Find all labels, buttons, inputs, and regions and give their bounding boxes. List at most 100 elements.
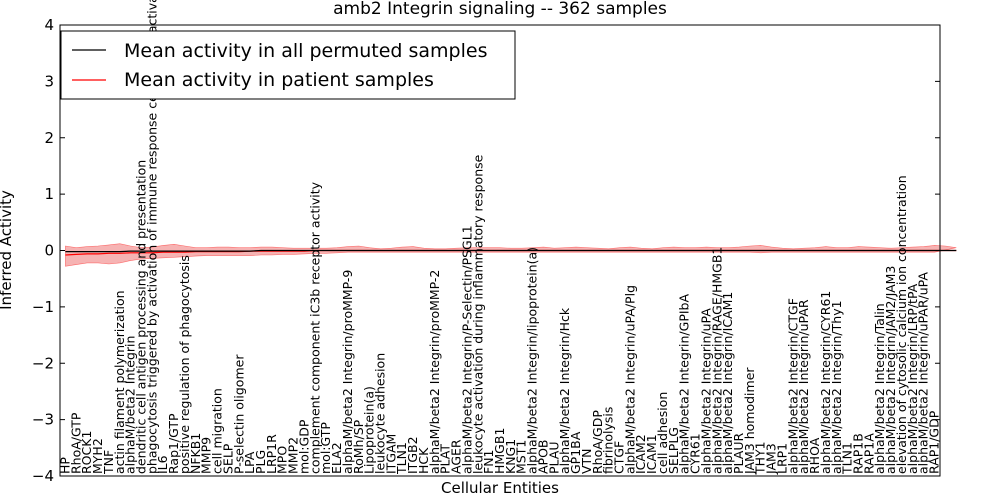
category-label: PLAT bbox=[438, 444, 453, 474]
legend-box bbox=[60, 30, 516, 100]
category-label: AGER bbox=[449, 439, 464, 474]
category-label: VTN bbox=[579, 448, 594, 474]
legend-label-patient: Mean activity in patient samples bbox=[124, 69, 434, 91]
category-label: IL6 bbox=[155, 455, 170, 474]
category-label: HP bbox=[57, 457, 72, 474]
category-label: RAP1/GDP bbox=[927, 410, 942, 474]
category-label: ROCK1 bbox=[79, 431, 94, 474]
patient-spread-band bbox=[65, 243, 957, 267]
y-tick-label: 3 bbox=[44, 72, 54, 90]
category-label: alphaM/beta2 Integrin/uPA/Plg bbox=[622, 285, 637, 474]
y-tick-label: 2 bbox=[44, 129, 54, 147]
category-label: Rap1/GTP bbox=[166, 413, 181, 474]
category-label: alphaM/beta2 Integrin/Thy1 bbox=[829, 300, 844, 474]
category-label: LPA bbox=[242, 451, 257, 474]
category-label: actin filament polymerization bbox=[112, 290, 127, 474]
category-label: alphaM/beta2 Integrin/JAM2/JAM3 bbox=[883, 266, 898, 474]
category-label: mol:GDP bbox=[296, 419, 311, 474]
category-label: SELPLG bbox=[666, 427, 681, 474]
x-axis-title: Cellular Entities bbox=[441, 479, 559, 497]
category-label: alphaM/beta2 Integrin/uPAR/uPA bbox=[916, 272, 931, 474]
category-label: alphaM/beta2 Integrin/uPAR bbox=[796, 299, 811, 474]
category-label: SELP bbox=[220, 443, 235, 474]
category-label: RhoA/GTP bbox=[68, 412, 83, 474]
category-label: alphaM/beta2 Integrin/lipoprotein(a) bbox=[525, 247, 540, 474]
category-label: PLG bbox=[253, 450, 268, 474]
category-label: RAP1A bbox=[861, 433, 876, 474]
category-label: leukocyte activation during inflammatory… bbox=[470, 154, 485, 474]
category-label: TLN1 bbox=[394, 442, 409, 475]
category-label: ITGAM bbox=[383, 434, 398, 474]
category-label: GP1BA bbox=[568, 431, 583, 474]
permuted-mean-line bbox=[65, 249, 957, 253]
category-label: positive regulation of phagocytosis bbox=[177, 255, 192, 474]
category-label: RAP1B bbox=[851, 433, 866, 474]
category-label: cell migration bbox=[210, 388, 225, 474]
category-label: CYR61 bbox=[688, 433, 703, 474]
category-label: ICAM2 bbox=[633, 434, 648, 474]
y-tick-label: −3 bbox=[32, 411, 54, 429]
category-label: RhoA/GDP bbox=[590, 410, 605, 474]
category-label: MST1 bbox=[514, 440, 529, 474]
category-label: HCK bbox=[416, 447, 431, 474]
category-label: LRP1R bbox=[264, 434, 279, 474]
category-label: APOB bbox=[536, 439, 551, 474]
category-label: dendritic cell antigen processing and pr… bbox=[134, 160, 149, 474]
category-label: ICAM1 bbox=[644, 434, 659, 474]
category-label: leukocyte adhesion bbox=[373, 353, 388, 474]
category-label: alphaM/beta2 Integrin/RAGE/HMGB1 bbox=[709, 247, 724, 474]
category-label: TLN1 bbox=[840, 442, 855, 475]
category-label: alphaM/beta2 Integrin/GPIbA bbox=[677, 294, 692, 474]
category-label: HMGB1 bbox=[492, 428, 507, 474]
category-label: alphaM/beta2 Integrin/Hck bbox=[557, 307, 572, 474]
y-tick-label: 0 bbox=[44, 242, 54, 260]
category-label: alphaM/beta2 Integrin/CTGF bbox=[785, 298, 800, 474]
category-label: FN1 bbox=[481, 450, 496, 475]
category-label: alphaM/beta2 Integrin/Talin bbox=[872, 303, 887, 474]
category-label: alphaM/beta2 Integrin/CYR61 bbox=[818, 291, 833, 474]
category-label: cell adhesion bbox=[655, 392, 670, 474]
category-label: ELA2 bbox=[329, 442, 344, 474]
y-axis-title: Inferred Activity bbox=[0, 190, 15, 310]
y-tick-label: 4 bbox=[44, 16, 54, 34]
chart-title: amb2 Integrin signaling -- 362 samples bbox=[333, 0, 667, 19]
category-label: alphaM/beta2 Integrin/uPA bbox=[698, 308, 713, 474]
category-label: alphaM/beta2 Integrin/LRP/tPA bbox=[905, 283, 920, 474]
category-label: TNF bbox=[101, 450, 116, 475]
category-label: PLAUR bbox=[731, 433, 746, 474]
category-label: alphaM/beta2 Integrin/P-Selectin/PSGL1 bbox=[459, 225, 474, 474]
category-label: fibrinolysis bbox=[601, 407, 616, 474]
category-label: JAM3 homodimer bbox=[742, 367, 757, 475]
category-label: MMP2 bbox=[286, 437, 301, 474]
category-label: phagocytosis triggered by activation of … bbox=[144, 0, 159, 474]
category-label: ITGB2 bbox=[405, 436, 420, 474]
category-label: JAM3 bbox=[764, 443, 779, 475]
category-label: MPO bbox=[275, 446, 290, 474]
category-label: MMP9 bbox=[199, 437, 214, 474]
category-label: complement component iC3b receptor activ… bbox=[307, 181, 322, 474]
category-label: alphaM/beta2 Integrin/proMMP-9 bbox=[340, 270, 355, 474]
y-tick-label: −4 bbox=[32, 467, 54, 485]
category-label: LRP1 bbox=[775, 443, 790, 474]
category-label: PLAU bbox=[546, 442, 561, 475]
category-label: NFKB1 bbox=[188, 433, 203, 474]
y-tick-label: −2 bbox=[32, 354, 54, 372]
category-label: KNG1 bbox=[503, 439, 518, 474]
legend: Mean activity in all permuted samples Me… bbox=[60, 30, 516, 100]
category-label: P-selectin oligomer bbox=[231, 354, 246, 474]
category-label: mol:GTP bbox=[318, 422, 333, 474]
category-label: CTGF bbox=[612, 441, 627, 474]
category-label: alphaM/beta2 Integrin/ICAM1 bbox=[720, 292, 735, 474]
category-label: elevation of cytosolic calcium ion conce… bbox=[894, 175, 909, 474]
legend-label-permuted: Mean activity in all permuted samples bbox=[124, 40, 487, 62]
category-label: RoMh/SP bbox=[351, 419, 366, 474]
category-label: Lipoprotein(a) bbox=[362, 386, 377, 474]
y-tick-label: 1 bbox=[44, 185, 54, 203]
category-label: THY1 bbox=[753, 441, 768, 475]
category-label: alphaM/beta2 Integrin bbox=[123, 336, 138, 474]
category-label: MYH2 bbox=[90, 438, 105, 474]
category-label: RHOA bbox=[807, 437, 822, 474]
category-label: alphaM/beta2 Integrin/proMMP-2 bbox=[427, 270, 442, 474]
y-tick-label: −1 bbox=[32, 298, 54, 316]
